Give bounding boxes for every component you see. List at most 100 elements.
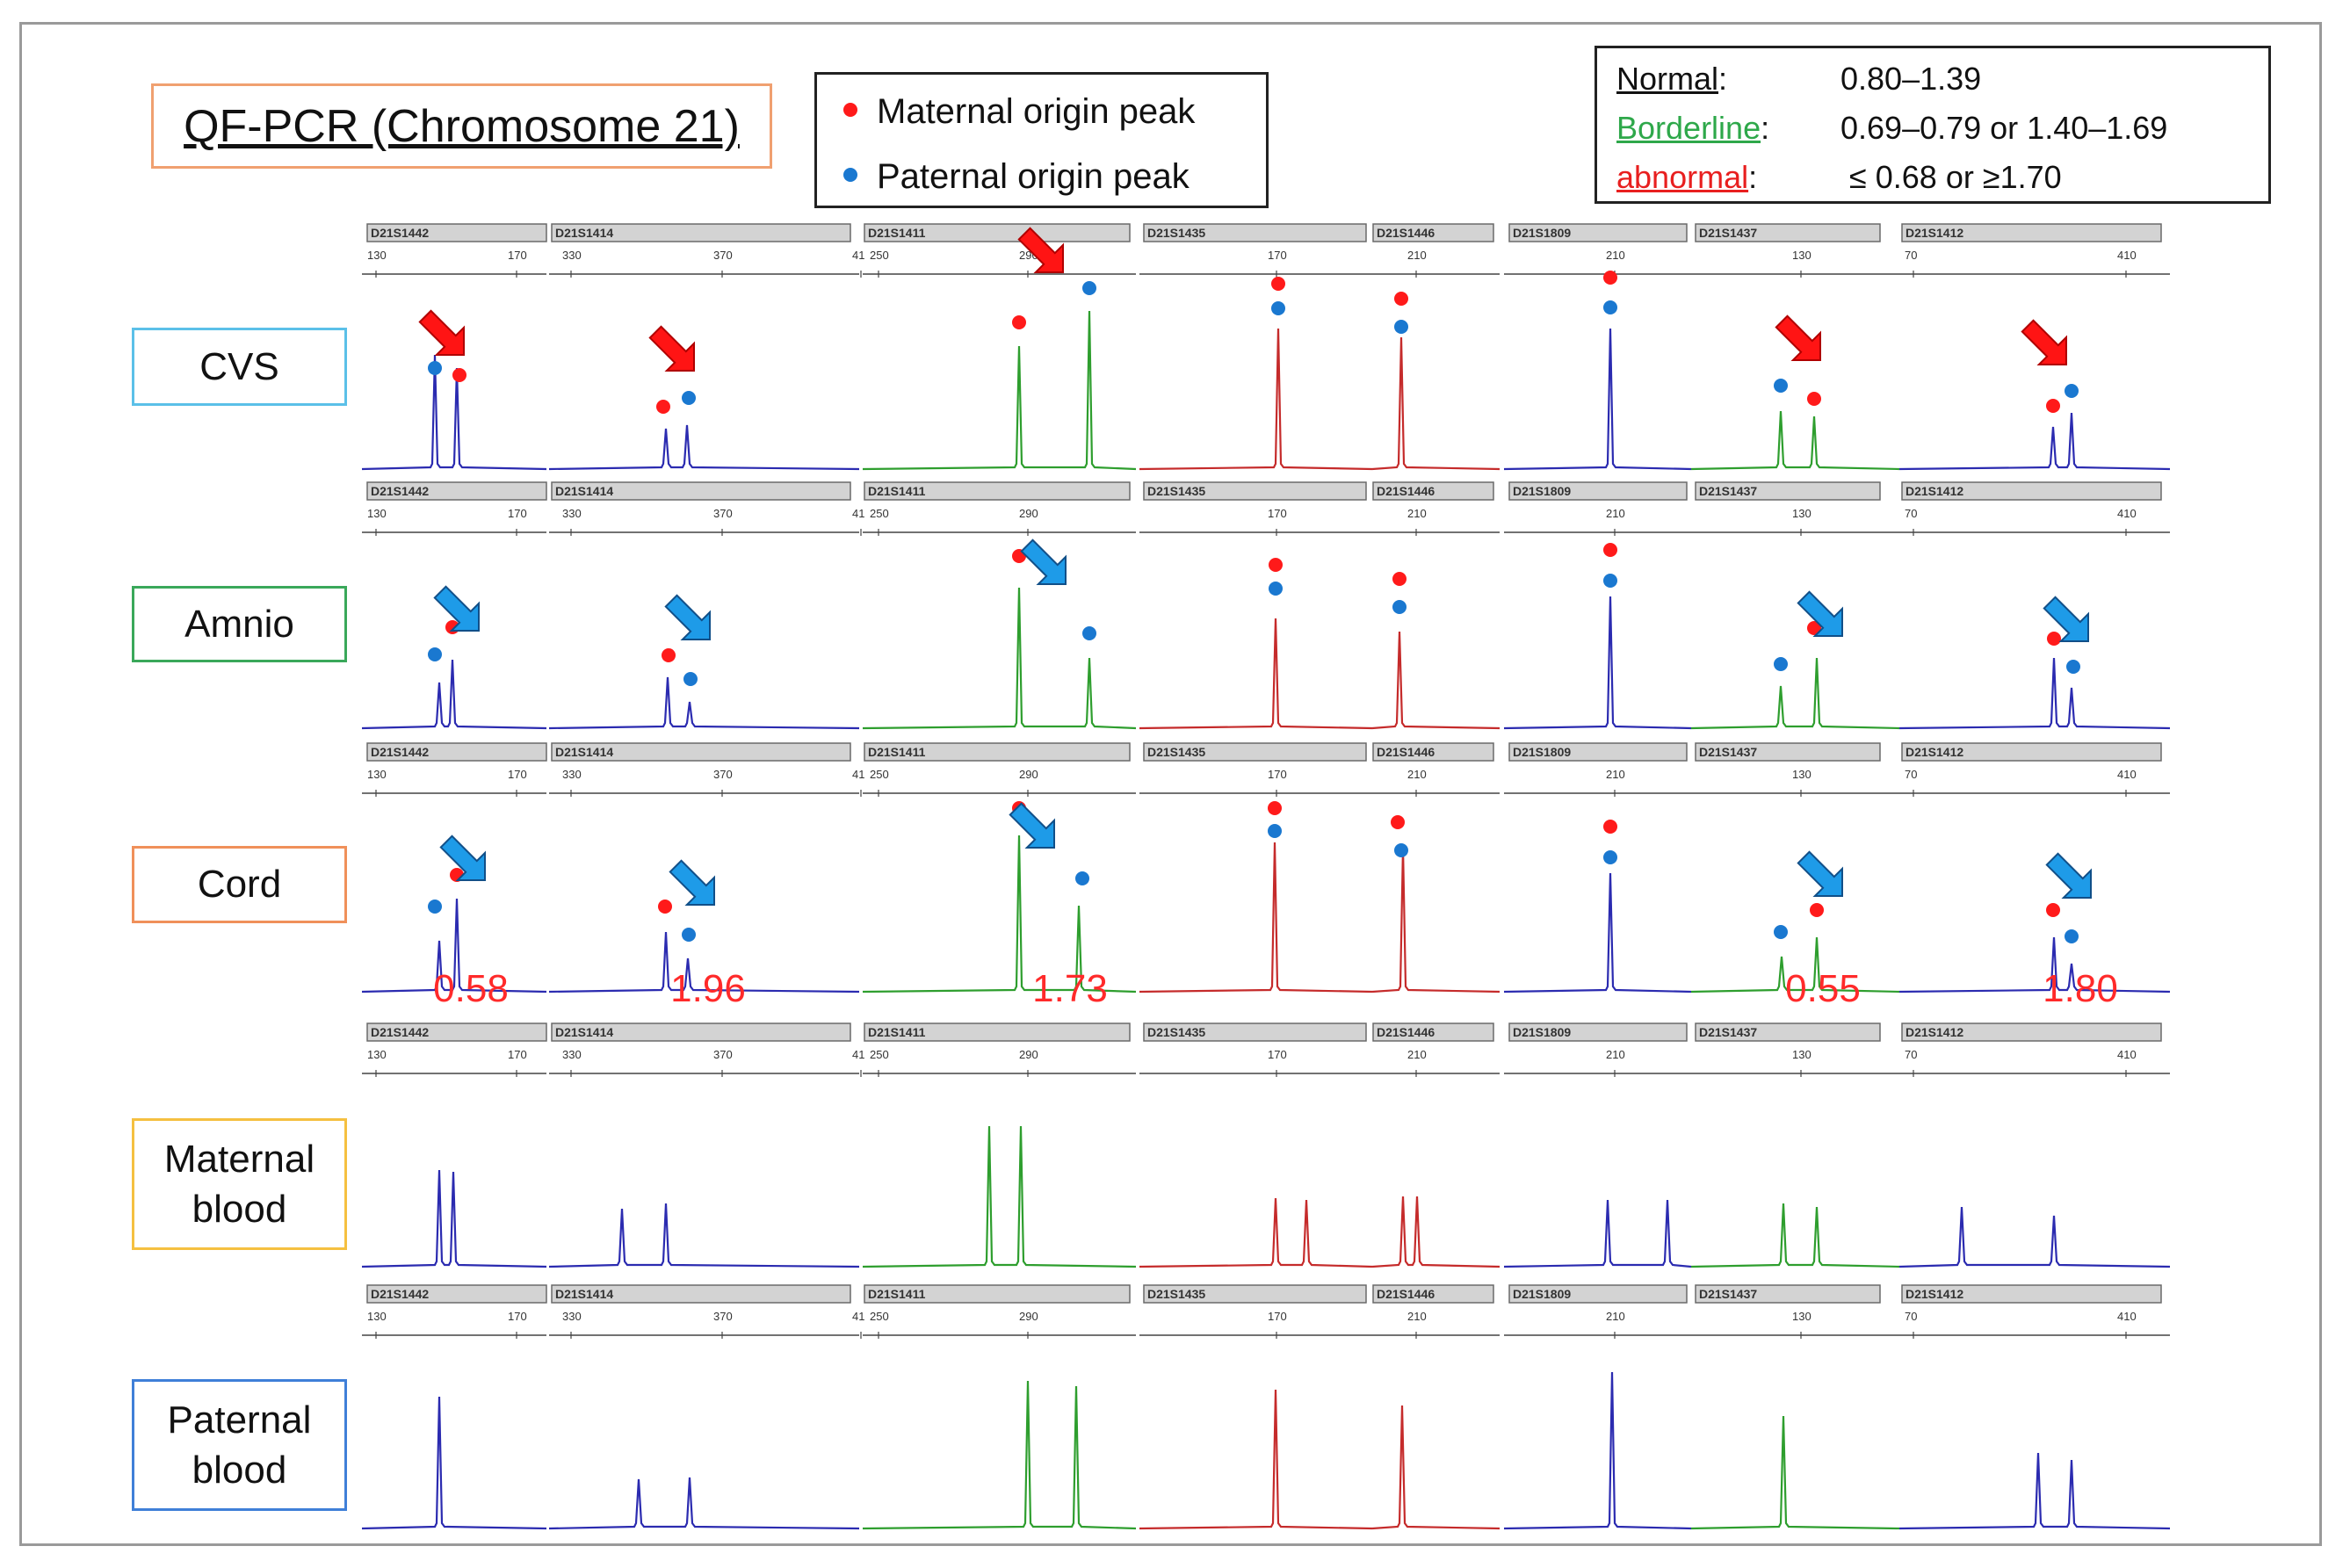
sample-label-cord: Cord — [132, 846, 347, 923]
marker-label-box — [1901, 1284, 2162, 1304]
ruler-tick-label: 170 — [508, 1048, 527, 1061]
marker-label-box — [864, 481, 1131, 501]
marker-name: D21S1414 — [555, 1025, 613, 1039]
paternal-peak-dot-icon — [2066, 660, 2080, 674]
ruler-tick-label: 330 — [562, 1048, 582, 1061]
marker-label-box — [1901, 1022, 2162, 1042]
marker-name: D21S1442 — [371, 226, 429, 240]
ruler-tick-label: 130 — [367, 507, 387, 520]
callout-arrow-icon — [439, 835, 486, 881]
trace-d21s1442 — [361, 1396, 547, 1530]
ruler-tick-label: 370 — [713, 249, 733, 262]
marker-label-box — [1695, 481, 1881, 501]
trace-d21s1437 — [1690, 410, 1900, 471]
marker-name: D21S1809 — [1513, 745, 1571, 759]
trace-d21s1411 — [862, 1125, 1137, 1268]
marker-name: D21S1435 — [1147, 484, 1205, 498]
ruler-tick-label: 250 — [870, 1310, 889, 1323]
trace-d21s1412 — [1898, 1452, 2171, 1530]
ref-normal: Normal : 0.80–1.39 — [1616, 61, 1981, 98]
ruler-tick-label: 330 — [562, 249, 582, 262]
callout-arrow-icon — [433, 585, 480, 632]
marker-name: D21S1446 — [1377, 484, 1435, 498]
trace-d21s1446 — [1371, 846, 1501, 994]
paternal-peak-dot-icon — [1268, 824, 1282, 838]
trace-d21s1411 — [862, 310, 1137, 471]
ruler-tick-label: 70 — [1905, 1310, 1917, 1323]
maternal-peak-dot-icon — [662, 648, 676, 662]
legend-maternal-label: Maternal origin peak — [877, 92, 1196, 131]
trace-d21s1442 — [361, 898, 547, 994]
marker-name: D21S1412 — [1905, 484, 1963, 498]
ruler-tick-label: 130 — [1792, 768, 1811, 781]
trace-d21s1412 — [1898, 1206, 2171, 1268]
trace-d21s1414 — [548, 931, 860, 994]
paternal-peak-dot-icon — [1774, 657, 1788, 671]
ruler-tick-label: 170 — [1268, 1048, 1287, 1061]
callout-arrow-icon — [664, 594, 711, 640]
ruler-tick-label: 130 — [1792, 1310, 1811, 1323]
trace-d21s1442 — [361, 659, 547, 730]
marker-name: D21S1446 — [1377, 1025, 1435, 1039]
paternal-peak-dot-icon — [428, 900, 442, 914]
marker-name: D21S1809 — [1513, 226, 1571, 240]
trace-d21s1412 — [1898, 657, 2171, 730]
trace-d21s1446 — [1371, 336, 1501, 471]
trace-d21s1809 — [1503, 872, 1692, 994]
marker-label-box — [1143, 742, 1367, 762]
ruler-tick-label: 170 — [1268, 768, 1287, 781]
trace-d21s1437 — [1690, 657, 1900, 730]
paternal-peak-dot-icon — [1774, 925, 1788, 939]
paternal-peak-dot-icon — [683, 672, 698, 686]
marker-name: D21S1809 — [1513, 1025, 1571, 1039]
ruler-tick-label: 130 — [1792, 1048, 1811, 1061]
maternal-peak-dot-icon — [1268, 801, 1282, 815]
marker-label-box — [1508, 223, 1688, 242]
maternal-dot-icon — [843, 103, 857, 118]
ruler-tick-label: 250 — [870, 1048, 889, 1061]
ruler-tick-label: 130 — [1792, 249, 1811, 262]
trace-d21s1446 — [1371, 631, 1501, 730]
callout-arrow-icon — [2043, 596, 2089, 642]
marker-name: D21S1411 — [868, 1025, 926, 1039]
paternal-peak-dot-icon — [1603, 574, 1617, 588]
ruler-tick-label: 130 — [367, 1048, 387, 1061]
ratio-reference-box: Normal : 0.80–1.39 Borderline: 0.69–0.79… — [1595, 46, 2271, 204]
marker-name: D21S1809 — [1513, 484, 1571, 498]
marker-label-box — [1372, 1022, 1494, 1042]
paternal-peak-dot-icon — [1774, 379, 1788, 393]
marker-name: D21S1437 — [1699, 745, 1757, 759]
maternal-peak-dot-icon — [1269, 558, 1283, 572]
ref-normal-colon: : — [1718, 61, 1728, 97]
marker-label-box — [1372, 742, 1494, 762]
paternal-peak-dot-icon — [1603, 850, 1617, 864]
maternal-peak-dot-icon — [1603, 820, 1617, 834]
trace-d21s1411 — [862, 1380, 1137, 1530]
maternal-peak-dot-icon — [1810, 903, 1824, 917]
callout-arrow-icon — [1797, 590, 1843, 637]
marker-label-box — [1695, 1284, 1881, 1304]
paternal-peak-dot-icon — [1082, 626, 1096, 640]
ruler-tick-label: 210 — [1606, 507, 1625, 520]
ruler-tick-label: 170 — [508, 1310, 527, 1323]
ruler-tick-label: 210 — [1407, 1310, 1427, 1323]
marker-name: D21S1809 — [1513, 1287, 1571, 1301]
marker-name: D21S1437 — [1699, 484, 1757, 498]
ruler-tick-label: 41 — [852, 1048, 864, 1061]
marker-label-box — [864, 742, 1131, 762]
ruler-tick-label: 370 — [713, 507, 733, 520]
ruler-tick-label: 41 — [852, 768, 864, 781]
trace-d21s1411 — [862, 587, 1137, 730]
maternal-peak-dot-icon — [1603, 271, 1617, 285]
marker-label-box — [366, 1022, 547, 1042]
paternal-peak-dot-icon — [1075, 871, 1089, 885]
trace-d21s1435 — [1139, 328, 1373, 471]
ruler-tick-label: 410 — [2117, 768, 2137, 781]
marker-label-box — [1508, 481, 1688, 501]
marker-label-box — [551, 481, 851, 501]
trace-d21s1437 — [1690, 1415, 1900, 1530]
marker-name: D21S1411 — [868, 745, 926, 759]
ruler-tick-label: 130 — [1792, 507, 1811, 520]
figure-title: QF-PCR (Chromosome 21) — [151, 83, 772, 169]
ref-abnormal: abnormal: ≤ 0.68 or ≥1.70 — [1616, 159, 2062, 196]
